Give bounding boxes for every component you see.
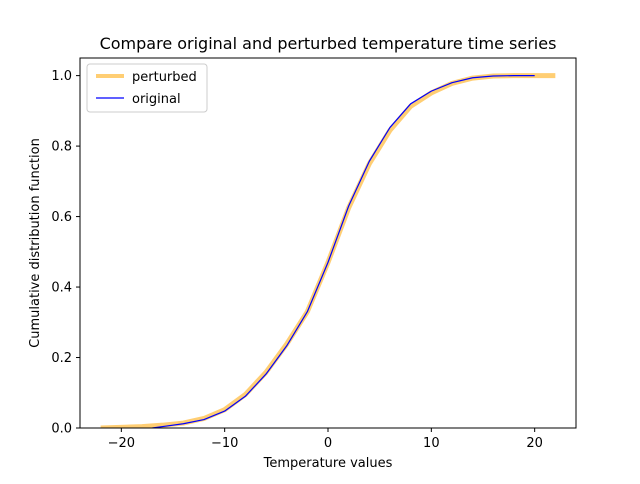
y-tick-label: 1.0	[51, 69, 72, 84]
legend-original-label: original	[132, 92, 181, 107]
x-axis: −20 −10 0 10 20	[108, 428, 543, 451]
legend-perturbed-label: perturbed	[132, 70, 197, 85]
x-tick-label: −20	[108, 436, 135, 451]
y-tick-label: 0.6	[51, 210, 72, 225]
y-tick-label: 0.4	[51, 281, 72, 296]
series-layer	[100, 73, 556, 428]
x-tick-label: 0	[324, 436, 332, 451]
x-tick-label: −10	[211, 436, 238, 451]
y-tick-label: 0.0	[51, 422, 72, 437]
series-line-original	[152, 75, 535, 428]
y-tick-label: 0.8	[51, 140, 72, 155]
legend: perturbed original	[86, 63, 208, 113]
y-axis: 0.0 0.2 0.4 0.6 0.8 1.0	[51, 69, 80, 437]
y-tick-label: 0.2	[51, 351, 72, 366]
x-tick-label: 10	[423, 436, 440, 451]
x-tick-label: 20	[526, 436, 543, 451]
x-axis-label: Temperature values	[263, 456, 393, 471]
chart-title: Compare original and perturbed temperatu…	[100, 34, 557, 53]
y-axis-label: Cumulative distribution function	[28, 138, 43, 348]
